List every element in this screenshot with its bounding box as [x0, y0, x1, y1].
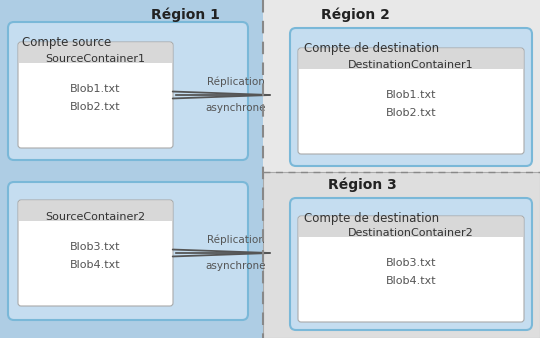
Text: Compte source: Compte source: [22, 36, 111, 49]
Text: Compte de destination: Compte de destination: [304, 42, 439, 55]
FancyBboxPatch shape: [290, 198, 532, 330]
Text: asynchrone: asynchrone: [205, 261, 266, 271]
Text: DestinationContainer2: DestinationContainer2: [348, 228, 474, 238]
Text: Blob3.txt: Blob3.txt: [386, 258, 436, 268]
Text: Région 3: Région 3: [328, 178, 397, 193]
Text: SourceContainer1: SourceContainer1: [45, 54, 145, 64]
Text: Région 1: Région 1: [151, 8, 219, 23]
Text: SourceContainer2: SourceContainer2: [45, 212, 146, 222]
Text: Blob1.txt: Blob1.txt: [386, 90, 436, 100]
Bar: [299, 217, 523, 237]
Text: Blob2.txt: Blob2.txt: [70, 102, 121, 112]
Bar: [0, 0, 263, 338]
Text: Blob4.txt: Blob4.txt: [386, 276, 436, 286]
Bar: [263, 0, 540, 172]
FancyBboxPatch shape: [298, 216, 524, 322]
Text: Réplication: Réplication: [207, 76, 265, 87]
FancyBboxPatch shape: [298, 48, 524, 154]
Bar: [19, 43, 172, 63]
FancyBboxPatch shape: [290, 28, 532, 166]
Bar: [19, 201, 172, 221]
Text: Blob3.txt: Blob3.txt: [70, 242, 121, 252]
FancyBboxPatch shape: [8, 182, 248, 320]
Text: Blob1.txt: Blob1.txt: [70, 84, 121, 94]
Bar: [263, 172, 540, 338]
Text: Compte de destination: Compte de destination: [304, 212, 439, 225]
Bar: [299, 49, 523, 69]
Text: Réplication: Réplication: [207, 235, 265, 245]
Text: Région 2: Région 2: [321, 8, 389, 23]
Text: DestinationContainer1: DestinationContainer1: [348, 60, 474, 70]
Text: asynchrone: asynchrone: [205, 103, 266, 113]
Text: Blob2.txt: Blob2.txt: [386, 108, 436, 118]
FancyBboxPatch shape: [8, 22, 248, 160]
FancyBboxPatch shape: [18, 200, 173, 306]
Text: Blob4.txt: Blob4.txt: [70, 260, 121, 270]
FancyBboxPatch shape: [18, 42, 173, 148]
